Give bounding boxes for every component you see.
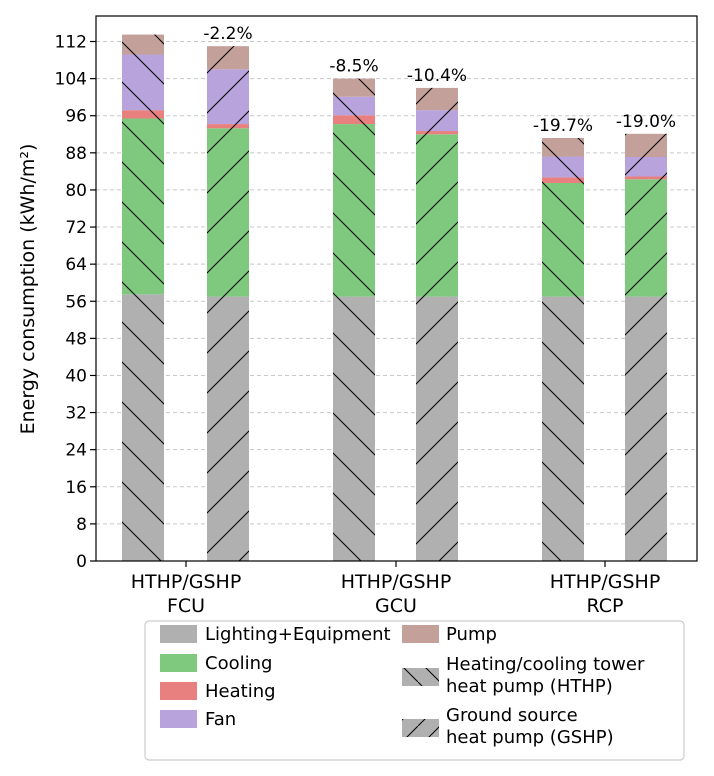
- y-tick-label: 80: [65, 181, 87, 201]
- legend-label: Pump: [446, 624, 497, 645]
- percent-label: -19.0%: [616, 112, 676, 132]
- bar-hatch: [122, 34, 164, 561]
- y-axis-title: Energy consumption (kWh/m²): [17, 144, 39, 435]
- y-axis-ticks: 0 8 16 24 32 40 48 56 64 72 80 88 96 104 112: [55, 33, 96, 572]
- bar-hatch: [207, 46, 249, 562]
- y-tick-label: 88: [65, 144, 87, 164]
- bar-hatch: [542, 137, 584, 561]
- legend-label: Lighting+Equipment: [205, 624, 391, 645]
- bars: [122, 34, 667, 562]
- x-group-label: HTHP/GSHP: [341, 571, 452, 593]
- legend-label: Heating/cooling tower: [446, 654, 645, 675]
- y-tick-label: 96: [65, 107, 87, 127]
- legend-swatch: [160, 682, 197, 700]
- legend-label: heat pump (GSHP): [446, 727, 614, 748]
- percent-label: -10.4%: [407, 66, 467, 86]
- y-tick-label: 16: [65, 478, 87, 498]
- y-tick-label: 32: [65, 404, 87, 424]
- y-tick-label: 72: [65, 218, 87, 238]
- bar-hatch: [333, 78, 375, 562]
- legend-swatch: [402, 625, 439, 643]
- legend-hatch: [402, 719, 439, 737]
- plot-frame: [95, 15, 698, 562]
- legend-frame: [144, 620, 685, 761]
- percent-annotations: -2.2% -8.5% -10.4% -19.7% -19.0%: [203, 24, 676, 136]
- y-tick-label: 48: [65, 329, 87, 349]
- y-tick-label: 112: [55, 33, 87, 53]
- y-tick-label: 0: [76, 552, 87, 572]
- legend-items: Lighting+Equipment Cooling Heating Fan Pump H…: [160, 624, 645, 748]
- legend-label: Ground source: [446, 705, 578, 726]
- grid-lines: [96, 41, 697, 562]
- percent-label: -8.5%: [329, 57, 378, 77]
- legend-swatch: [160, 625, 197, 643]
- bar-hatch: [625, 133, 667, 562]
- legend-label: Cooling: [205, 653, 272, 674]
- percent-label: -19.7%: [533, 116, 593, 136]
- x-group-label: FCU: [167, 595, 205, 617]
- y-tick-label: 64: [65, 255, 87, 275]
- x-group-label: GCU: [375, 595, 417, 617]
- x-group-label: HTHP/GSHP: [131, 571, 242, 593]
- x-group-label: HTHP/GSHP: [550, 571, 661, 593]
- y-tick-label: 8: [76, 515, 87, 535]
- legend-label: Fan: [205, 709, 236, 730]
- bar-hatch: [416, 87, 458, 561]
- y-tick-label: 104: [55, 70, 87, 90]
- y-tick-label: 56: [65, 292, 87, 312]
- y-tick-label: 40: [65, 366, 87, 386]
- legend-swatch: [160, 654, 197, 672]
- legend: Lighting+Equipment Cooling Heating Fan Pump H…: [144, 620, 685, 761]
- legend-swatch: [160, 710, 197, 728]
- y-tick-label: 24: [65, 441, 87, 461]
- percent-label: -2.2%: [203, 24, 252, 44]
- legend-hatch: [402, 668, 439, 686]
- x-group-label: RCP: [587, 595, 624, 617]
- legend-label: Heating: [205, 681, 276, 702]
- legend-label: heat pump (HTHP): [446, 676, 613, 697]
